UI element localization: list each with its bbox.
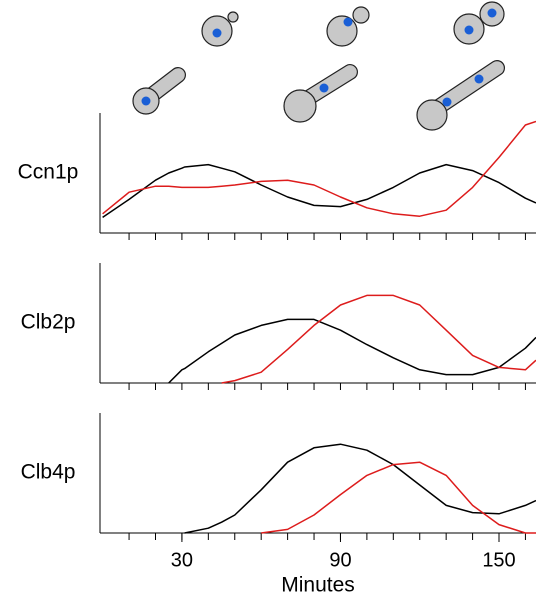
nucleus <box>442 97 452 107</box>
cell <box>416 99 448 131</box>
panel-title: Ccn1p <box>18 161 79 184</box>
cell <box>283 89 317 123</box>
series-line <box>221 294 536 384</box>
series-line <box>261 461 536 534</box>
nucleus <box>474 74 484 84</box>
nucleus <box>487 8 497 18</box>
bud <box>352 6 370 24</box>
series-line <box>184 443 536 534</box>
cell <box>326 15 358 47</box>
x-tick-label: 150 <box>482 549 515 571</box>
nucleus <box>212 28 222 38</box>
x-axis-label: Minutes <box>281 574 355 597</box>
nucleus <box>343 17 353 27</box>
x-tick-label: 90 <box>329 549 351 571</box>
series-line <box>102 163 536 219</box>
bud <box>227 11 239 23</box>
nucleus <box>319 83 329 93</box>
series-line <box>102 120 536 217</box>
nucleus <box>141 96 151 106</box>
panel-title: Clb2p <box>21 311 76 334</box>
series-line <box>168 318 536 384</box>
cell-illustrations <box>132 1 505 131</box>
x-tick-label: 30 <box>171 549 193 571</box>
nucleus <box>464 25 474 35</box>
panel-title: Clb4p <box>21 461 76 484</box>
